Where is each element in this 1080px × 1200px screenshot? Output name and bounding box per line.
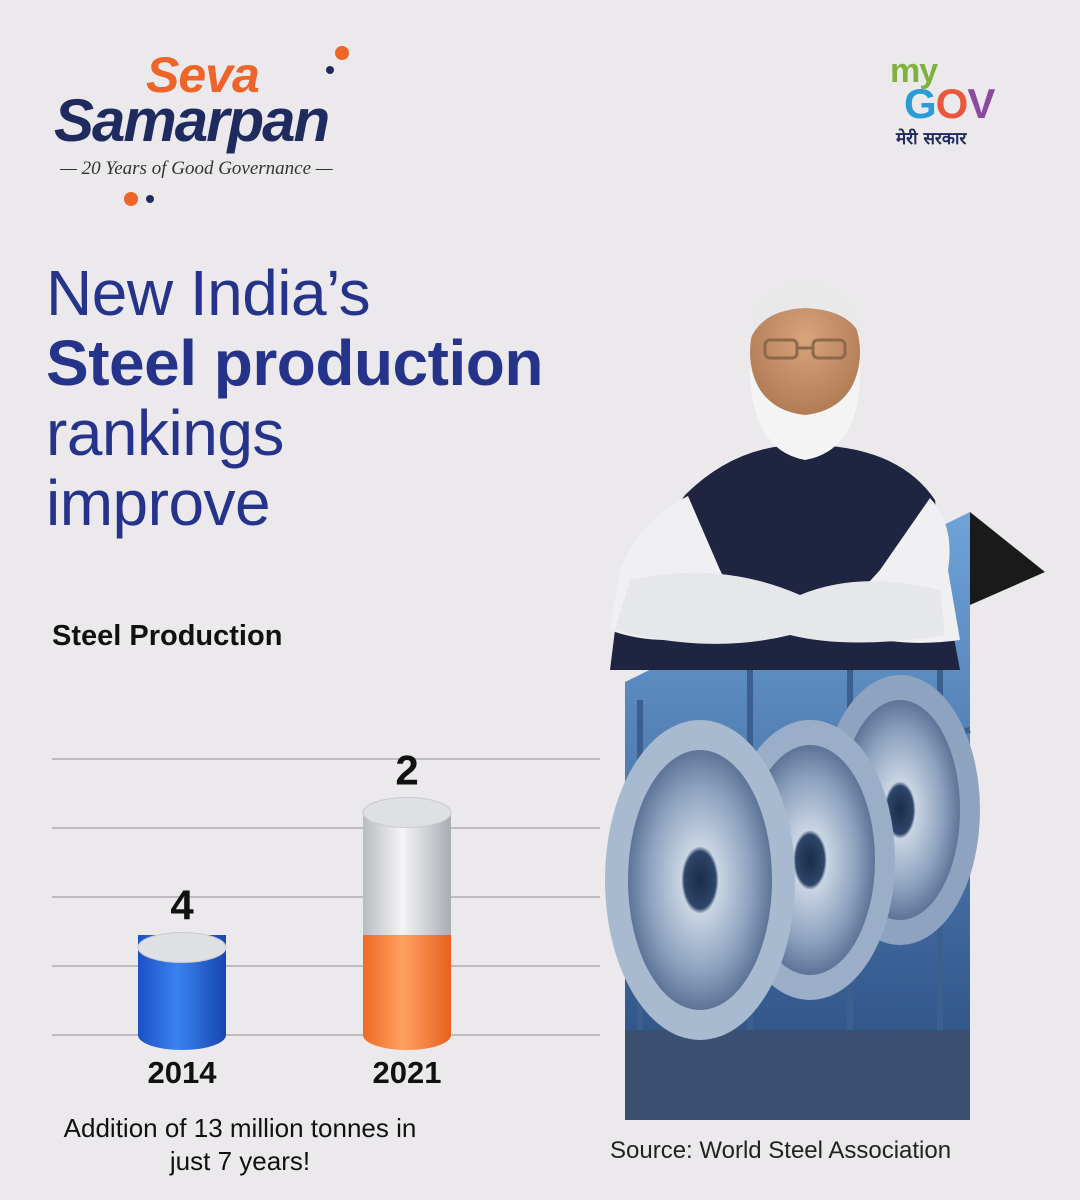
headline-line: New India’s bbox=[46, 257, 371, 329]
headline: New India’s Steel production rankings im… bbox=[46, 258, 543, 538]
logo-dot bbox=[124, 192, 138, 206]
factory-floor bbox=[625, 1030, 970, 1120]
seva-samarpan-logo: Seva Samarpan — 20 Years of Good Governa… bbox=[48, 40, 408, 215]
headline-line: improve bbox=[46, 467, 271, 539]
mygov-hindi: मेरी सरकार bbox=[896, 129, 967, 149]
footnote: Addition of 13 million tonnes in just 7 … bbox=[63, 1113, 417, 1176]
logo-dot bbox=[335, 46, 349, 60]
chart-title: Steel Production bbox=[52, 620, 283, 652]
steel-production-chart: 4 2014 2 2021 bbox=[52, 747, 600, 1091]
source-credit: Source: World Steel Association bbox=[610, 1137, 952, 1164]
logo-dot bbox=[146, 195, 154, 203]
logo-seva-word: Seva bbox=[146, 47, 260, 103]
chart-labels: 4 2014 2 2021 bbox=[148, 747, 442, 1091]
bar-base bbox=[363, 1020, 451, 1050]
headline-line: rankings bbox=[46, 397, 284, 469]
steel-coil-icon bbox=[605, 720, 795, 1040]
bar-body bbox=[363, 812, 451, 935]
category-label: 2014 bbox=[148, 1055, 218, 1090]
mygov-my: my bbox=[890, 52, 938, 90]
bar-cap bbox=[137, 932, 227, 963]
photo-collage bbox=[605, 282, 1045, 1120]
mygov-logo: my GOV मेरी सरकार bbox=[890, 52, 1030, 152]
chart-gridlines bbox=[52, 758, 600, 1036]
logo-dot bbox=[326, 66, 334, 74]
bar-value-label: 4 bbox=[170, 882, 194, 929]
bar-value-label: 2 bbox=[395, 747, 418, 794]
person-photo bbox=[610, 282, 960, 670]
bar-2014 bbox=[137, 932, 227, 1050]
bar-2021 bbox=[362, 797, 452, 1050]
bar-base bbox=[138, 1020, 226, 1050]
chart-bars bbox=[137, 797, 452, 1050]
logo-tagline: — 20 Years of Good Governance — bbox=[60, 158, 333, 179]
bar-fill bbox=[363, 935, 451, 1035]
headline-line: Steel production bbox=[46, 327, 543, 399]
mygov-gov: GOV bbox=[904, 80, 995, 127]
category-label: 2021 bbox=[373, 1055, 442, 1090]
bar-cap bbox=[362, 797, 452, 828]
arrow-icon bbox=[970, 512, 1045, 605]
logo-samarpan-word: Samarpan bbox=[54, 87, 330, 154]
